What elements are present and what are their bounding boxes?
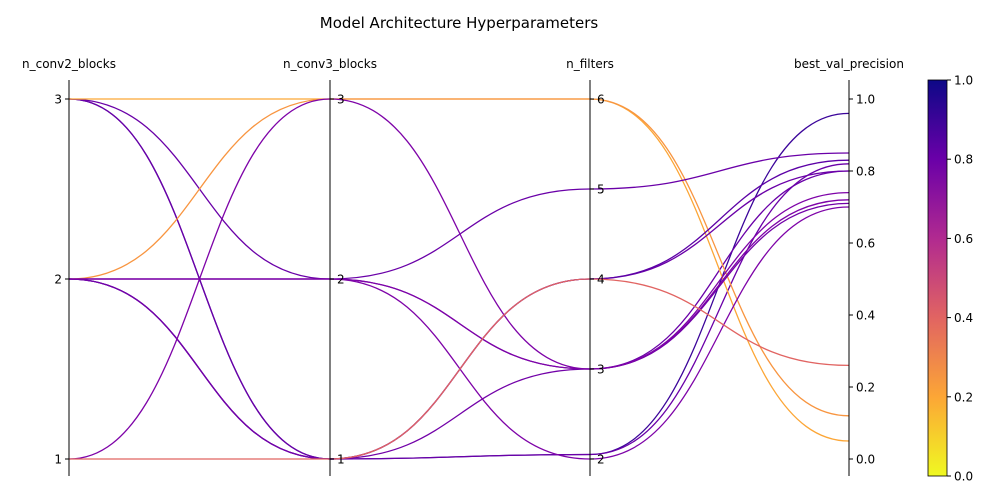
- axis-tick-label: 3: [337, 93, 345, 107]
- axis-tick-label: 0.2: [856, 381, 875, 395]
- axis-tick-label: 4: [597, 273, 605, 287]
- axis-tick-label: 6: [597, 93, 605, 107]
- chart-title: Model Architecture Hyperparameters: [320, 14, 599, 32]
- data-line-7: [69, 199, 850, 370]
- axis-tick-label: 5: [597, 183, 605, 197]
- axis-tick-label: 1: [54, 453, 62, 467]
- axis-tick-label: 2: [54, 273, 62, 287]
- axis-tick-label: 0.8: [856, 165, 875, 179]
- axis-tick-label: 3: [597, 363, 605, 377]
- axis-label-2: n_conv3_blocks: [283, 57, 377, 71]
- axis-tick-label: 2: [337, 273, 345, 287]
- axis-tick-label: 3: [54, 93, 62, 107]
- data-line-10: [68, 202, 850, 460]
- axis-tick-label: 1.0: [856, 93, 875, 107]
- axis-tick-label: 0.4: [856, 309, 875, 323]
- colorbar-tick-label: 0.0: [954, 470, 973, 484]
- data-line-6: [69, 152, 850, 280]
- data-line-13: [69, 278, 850, 460]
- colorbar-tick-label: 1.0: [954, 74, 973, 88]
- colorbar-tick-label: 0.4: [954, 311, 973, 325]
- colorbar-tick-label: 0.8: [954, 153, 973, 167]
- data-line-12: [68, 98, 850, 460]
- axis-tick-label: 2: [597, 453, 605, 467]
- axis-tick-label: 0.6: [856, 237, 875, 251]
- colorbar-tick-label: 0.6: [954, 232, 973, 246]
- data-line-11: [69, 206, 850, 460]
- data-line-5: [68, 98, 850, 417]
- axes-layer: n_conv2_blocks 1 2 3 n_conv3_blocks 1 2 3 n_filt…: [22, 57, 904, 476]
- axis-tick-label: 1: [337, 453, 345, 467]
- axis-label-1: n_conv2_blocks: [22, 57, 116, 71]
- axis-label-4: best_val_precision: [794, 57, 904, 71]
- colorbar-bar: [927, 79, 948, 477]
- colorbar-tick-label: 0.2: [954, 390, 973, 404]
- axis-label-3: n_filters: [566, 57, 614, 71]
- colorbar: 0.0 0.2 0.4 0.6 0.8 1.0: [927, 74, 973, 484]
- lines-layer: [68, 98, 850, 460]
- axis-tick-label: 0.0: [856, 453, 875, 467]
